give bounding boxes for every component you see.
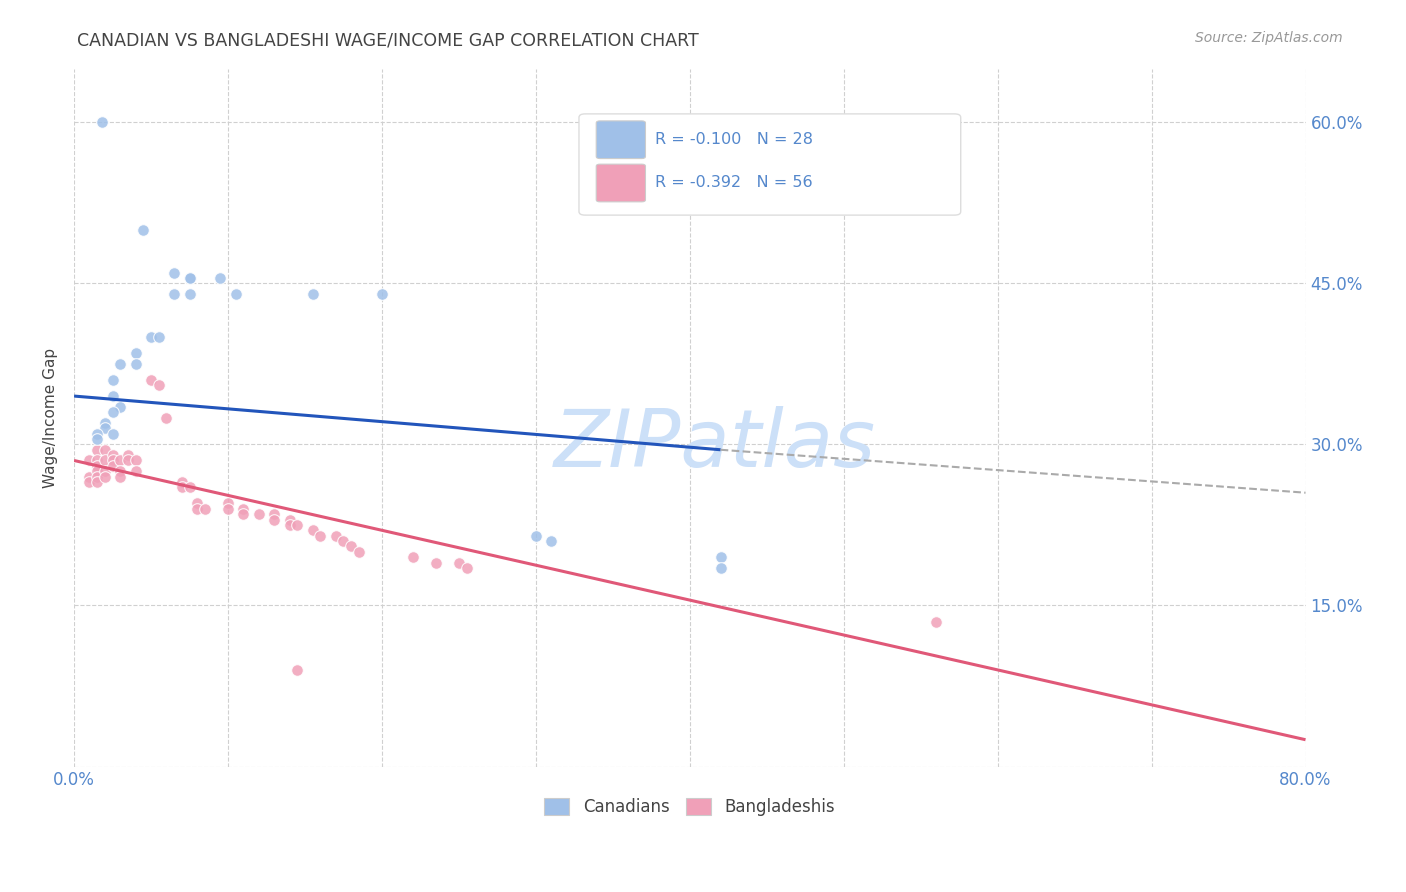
- Point: [86, 458, 108, 473]
- Point: [79, 475, 101, 489]
- Point: [540, 534, 562, 549]
- Point: [86, 469, 108, 483]
- Point: [90, 115, 112, 129]
- Point: [94, 421, 117, 435]
- Point: [232, 501, 254, 516]
- Point: [86, 432, 108, 446]
- Point: [101, 448, 124, 462]
- Point: [79, 469, 101, 483]
- Point: [371, 287, 394, 301]
- Point: [217, 501, 239, 516]
- Point: [301, 287, 323, 301]
- Point: [301, 524, 323, 538]
- Point: [170, 475, 193, 489]
- Point: [101, 458, 124, 473]
- Point: [163, 287, 186, 301]
- Legend: Canadians, Bangladeshis: Canadians, Bangladeshis: [536, 789, 844, 824]
- Point: [86, 442, 108, 457]
- Point: [285, 517, 308, 532]
- Point: [347, 545, 370, 559]
- Point: [94, 442, 117, 457]
- Point: [217, 496, 239, 510]
- Text: R = -0.100   N = 28: R = -0.100 N = 28: [655, 132, 813, 147]
- Point: [139, 373, 162, 387]
- Point: [94, 416, 117, 430]
- Point: [710, 550, 733, 565]
- Text: Source: ZipAtlas.com: Source: ZipAtlas.com: [1195, 31, 1343, 45]
- Point: [110, 453, 132, 467]
- Point: [155, 410, 177, 425]
- Point: [101, 373, 124, 387]
- Point: [186, 496, 208, 510]
- Point: [309, 529, 332, 543]
- Point: [148, 378, 170, 392]
- Point: [110, 469, 132, 483]
- Point: [94, 464, 117, 478]
- Point: [86, 464, 108, 478]
- Point: [710, 561, 733, 575]
- Point: [86, 426, 108, 441]
- Point: [101, 405, 124, 419]
- Point: [402, 550, 425, 565]
- Point: [179, 271, 201, 285]
- FancyBboxPatch shape: [596, 121, 645, 159]
- Point: [124, 346, 146, 360]
- Point: [332, 534, 354, 549]
- Point: [447, 556, 470, 570]
- Point: [278, 512, 301, 526]
- Point: [139, 330, 162, 344]
- Point: [148, 330, 170, 344]
- Point: [263, 507, 285, 521]
- Point: [340, 540, 363, 554]
- Point: [170, 480, 193, 494]
- Point: [132, 222, 155, 236]
- Point: [86, 475, 108, 489]
- Point: [194, 501, 217, 516]
- Point: [225, 287, 247, 301]
- Point: [186, 501, 208, 516]
- Point: [101, 453, 124, 467]
- FancyBboxPatch shape: [579, 114, 960, 215]
- Point: [110, 400, 132, 414]
- Point: [325, 529, 347, 543]
- Y-axis label: Wage/Income Gap: Wage/Income Gap: [44, 348, 58, 488]
- Point: [247, 507, 270, 521]
- Point: [163, 266, 186, 280]
- Text: R = -0.392   N = 56: R = -0.392 N = 56: [655, 175, 813, 190]
- Point: [179, 287, 201, 301]
- Point: [124, 453, 146, 467]
- Point: [86, 453, 108, 467]
- Point: [232, 507, 254, 521]
- Point: [110, 357, 132, 371]
- Point: [124, 357, 146, 371]
- Point: [79, 453, 101, 467]
- Point: [925, 615, 948, 629]
- Point: [425, 556, 447, 570]
- Point: [524, 529, 547, 543]
- Point: [278, 517, 301, 532]
- Point: [179, 480, 201, 494]
- Point: [117, 453, 139, 467]
- Point: [110, 464, 132, 478]
- Point: [209, 271, 232, 285]
- Text: ZIPatlas: ZIPatlas: [554, 407, 876, 484]
- FancyBboxPatch shape: [596, 164, 645, 202]
- Point: [101, 389, 124, 403]
- Point: [285, 663, 308, 677]
- Point: [94, 469, 117, 483]
- Point: [117, 448, 139, 462]
- Point: [263, 512, 285, 526]
- Point: [124, 464, 146, 478]
- Point: [456, 561, 478, 575]
- Point: [101, 426, 124, 441]
- Point: [179, 271, 201, 285]
- Text: CANADIAN VS BANGLADESHI WAGE/INCOME GAP CORRELATION CHART: CANADIAN VS BANGLADESHI WAGE/INCOME GAP …: [77, 31, 699, 49]
- Point: [94, 453, 117, 467]
